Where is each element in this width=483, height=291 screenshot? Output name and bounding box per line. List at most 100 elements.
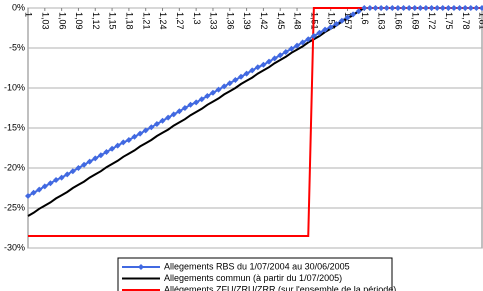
point-marker [327,24,334,31]
point-marker [30,189,37,196]
x-tick-label: 1,69 [410,12,420,30]
x-tick-label: 1,03 [40,12,50,30]
point-marker [232,77,239,83]
point-marker [333,21,340,27]
legend-box [117,257,393,291]
point-marker [92,155,99,162]
point-marker [170,111,177,118]
point-marker [86,158,93,165]
point-marker [389,5,396,11]
x-tick-label: 1,12 [91,12,101,30]
point-marker [428,5,435,11]
point-marker [473,5,480,11]
point-marker [237,73,244,80]
point-marker [25,193,31,199]
point-marker [142,127,149,134]
point-marker [338,17,345,24]
point-marker [103,149,110,155]
y-tick-label: -30% [4,242,25,252]
point-marker [125,137,132,143]
point-marker [282,49,289,55]
point-marker [75,165,82,171]
point-marker [316,29,323,36]
x-tick-label: 1,42 [259,12,269,30]
point-marker [36,186,43,193]
x-tick-label: 1,21 [141,12,151,30]
point-marker [187,101,194,108]
point-marker [344,14,351,21]
legend-label: Allegements RBS du 1/07/2004 au 30/06/20… [164,261,350,271]
point-marker [271,55,278,62]
legend-marker [138,264,144,270]
point-marker [81,161,88,168]
point-marker [462,5,469,11]
x-tick-label: 1,48 [293,12,303,30]
point-marker [260,61,267,68]
x-tick-label: 1,33 [209,12,219,30]
point-marker [148,124,155,131]
point-marker [361,5,368,11]
point-marker [411,5,418,11]
point-marker [109,145,116,152]
y-tick-label: -15% [4,122,25,132]
x-tick-label: 1,63 [377,12,387,30]
point-marker [254,64,261,71]
point-marker [456,5,463,11]
point-marker [366,5,373,11]
point-marker [249,67,256,74]
point-marker [215,86,222,93]
point-marker [47,180,54,187]
point-marker [350,11,357,18]
x-tick-label: 1,09 [74,12,84,30]
y-tick-label: -20% [4,162,25,172]
point-marker [406,5,413,11]
point-marker [417,5,424,11]
point-marker [299,39,306,46]
point-marker [181,105,188,111]
point-marker [159,117,166,124]
point-marker [226,80,233,87]
y-tick-label: -10% [4,82,25,92]
x-tick-label: 1,57 [343,12,353,30]
point-marker [479,5,483,11]
x-tick-label: 1 [24,12,34,17]
x-tick-label: 1,54 [326,12,336,30]
x-tick-label: 1,72 [427,12,437,30]
y-tick-label: -25% [4,202,25,212]
x-tick-label: 1,18 [125,12,135,30]
point-marker [288,45,295,52]
legend-label: Allégements ZFU/ZRU/ZRR (sur l'ensemble … [164,284,396,291]
x-tick-label: 1,15 [108,12,118,30]
legend: Allegements RBS du 1/07/2004 au 30/06/20… [117,257,396,291]
point-marker [64,171,71,178]
point-marker [209,89,216,96]
point-marker [58,174,65,181]
x-tick-label: 1,36 [225,12,235,30]
point-marker [120,139,127,146]
point-marker [445,5,452,11]
point-marker [165,114,172,121]
point-marker [198,96,205,103]
point-marker [394,5,401,11]
x-tick-label: 1,45 [276,12,286,30]
legend-label: Allegements commun (à partir du 1/07/200… [164,273,342,283]
y-tick-label: -5% [9,42,25,52]
point-marker [372,5,379,11]
point-marker [137,130,144,137]
point-marker [310,33,317,39]
point-marker [221,83,228,90]
point-marker [53,177,60,183]
x-tick-label: 1,66 [394,12,404,30]
point-marker [69,168,76,175]
x-tick-label: 1,27 [175,12,185,30]
point-marker [439,5,446,11]
point-marker [378,5,385,11]
point-marker [434,5,441,11]
x-tick-label: 1,75 [444,12,454,30]
point-marker [243,70,250,77]
y-tick-label: 0% [12,2,25,12]
x-tick-label: 1,24 [158,12,168,30]
point-marker [355,8,362,15]
point-marker [176,108,183,115]
